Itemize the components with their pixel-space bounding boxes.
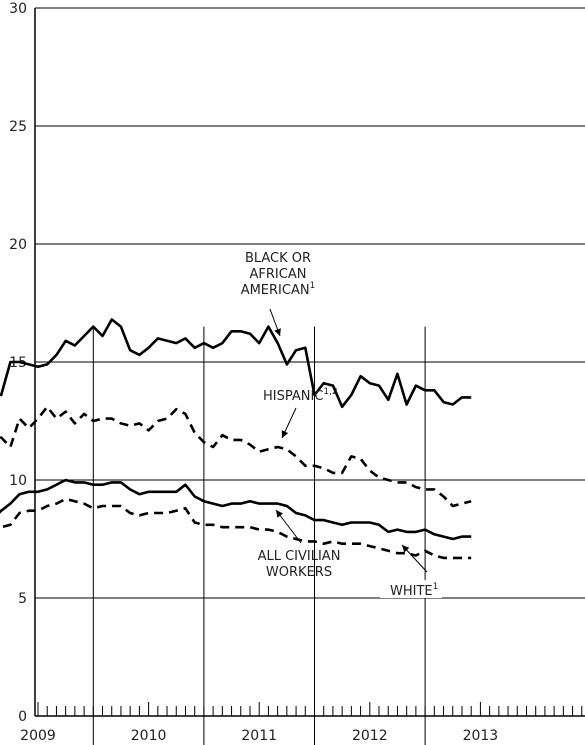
y-tick-label: 25 — [9, 119, 27, 135]
y-tick-label: 5 — [18, 591, 27, 607]
label-hispanic-superscript: 1,2 — [323, 387, 337, 397]
series-line-hispanic — [0, 405, 472, 508]
series-line-all-civilian-workers — [0, 478, 472, 541]
series-line-white — [0, 497, 472, 560]
label-white-superscript: 1 — [433, 582, 439, 592]
y-tick-label: 30 — [9, 1, 27, 17]
label-black-arrowhead — [274, 328, 281, 336]
label-hispanic-arrowhead — [281, 430, 289, 438]
label-all-line: ALL CIVILIAN — [258, 549, 341, 564]
series-line-black-or-african-american — [0, 318, 472, 409]
x-tick-label: 2010 — [131, 728, 167, 744]
label-black-line: AFRICAN — [250, 267, 307, 282]
label-white-arrowhead — [402, 545, 410, 553]
label-all-line: WORKERS — [266, 565, 332, 580]
x-tick-label: 2013 — [463, 728, 499, 744]
label-white-background — [380, 580, 442, 598]
x-tick-label: 2012 — [352, 728, 388, 744]
x-axis: 2009 2010 2011 2012 2013 — [20, 326, 585, 745]
label-all-arrowhead — [276, 510, 284, 518]
label-black-superscript: 1 — [310, 281, 316, 291]
x-tick-label: 2011 — [241, 728, 277, 744]
y-tick-label: 0 — [18, 709, 27, 725]
series-lines — [0, 318, 472, 560]
label-white-line: WHITE1 — [390, 582, 438, 599]
gridlines — [35, 7, 585, 599]
x-tick-label: 2009 — [20, 728, 56, 744]
y-tick-label: 10 — [9, 473, 27, 489]
y-tick-label: 20 — [9, 237, 27, 253]
label-hispanic-line: HISPANIC1,2 — [263, 387, 338, 404]
label-black-line: BLACK OR — [245, 251, 311, 266]
label-black-line: AMERICAN1 — [241, 281, 316, 298]
